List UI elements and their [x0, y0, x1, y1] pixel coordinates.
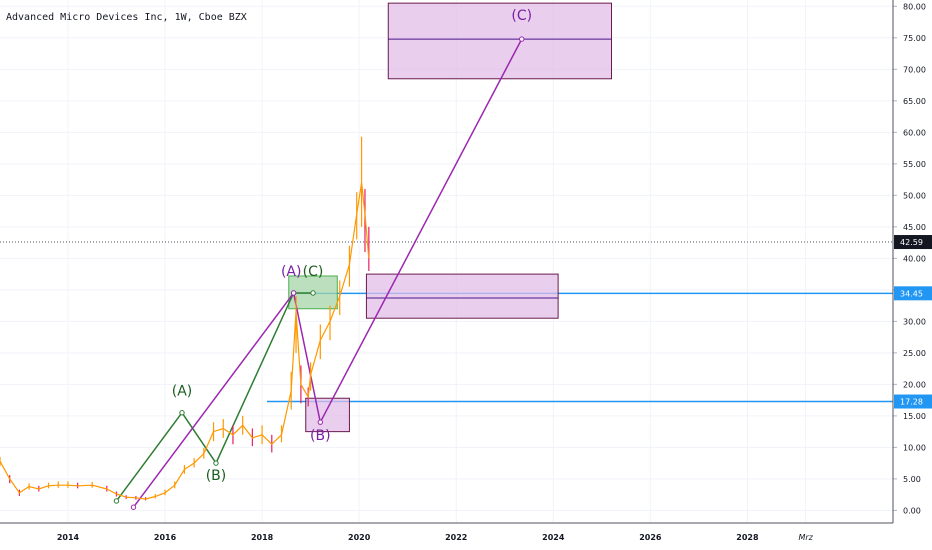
- x-tick-label: Mrz: [798, 533, 813, 542]
- y-tick-label: 75.00: [903, 34, 926, 43]
- y-tick-label: 10.00: [903, 443, 926, 452]
- price-tag-bg: [894, 235, 932, 250]
- x-tick-label: 2026: [639, 533, 662, 542]
- y-tick-label: 40.00: [903, 254, 926, 263]
- price-tag-label: 34.45: [900, 289, 923, 298]
- y-tick-label: 20.00: [903, 380, 926, 389]
- chart-title: Advanced Micro Devices Inc, 1W, Cboe BZX: [6, 12, 247, 23]
- y-tick-label: 5.00: [903, 475, 921, 484]
- wave-point: [179, 410, 185, 416]
- wave-point: [519, 36, 525, 42]
- y-tick-label: 55.00: [903, 160, 926, 169]
- wave-point: [310, 290, 316, 296]
- purple-zone-box: [387, 2, 613, 80]
- wave-point: [113, 498, 120, 504]
- grid: [0, 0, 893, 523]
- price-tag-label: 17.28: [900, 398, 923, 407]
- y-tick-label: 30.00: [903, 317, 926, 326]
- wave-point: [130, 504, 137, 510]
- wave-label: (C): [303, 264, 324, 280]
- y-tick-label: 45.00: [903, 223, 926, 232]
- price-tag-label: 42.59: [900, 238, 923, 247]
- y-tick-label: 65.00: [903, 97, 926, 106]
- x-tick-label: 2020: [348, 533, 371, 542]
- x-tick-label: 2016: [154, 533, 177, 542]
- x-tick-label: 2024: [542, 533, 565, 542]
- y-tick-label: 15.00: [903, 412, 926, 421]
- purple-zone-box: [305, 397, 350, 433]
- x-tick-label: 2022: [445, 533, 467, 542]
- wave-point: [213, 460, 219, 466]
- x-tick-label: 2018: [251, 533, 274, 542]
- y-tick-label: 0.00: [903, 506, 921, 515]
- x-tick-label: 2014: [57, 533, 80, 542]
- wave-label: (B): [310, 428, 331, 444]
- wave-paths[interactable]: [113, 36, 525, 510]
- y-axis[interactable]: 0.005.0010.0015.0020.0025.0030.0035.0040…: [892, 0, 926, 523]
- y-tick-label: 25.00: [903, 349, 926, 358]
- purple-wave-path: [132, 38, 523, 508]
- wave-point: [290, 290, 297, 296]
- y-tick-label: 50.00: [903, 191, 926, 200]
- zone-boxes[interactable]: [288, 2, 613, 433]
- wave-label: (A): [281, 264, 302, 280]
- price-tag-bg: [894, 394, 932, 409]
- wave-point: [317, 419, 324, 425]
- price-line: [0, 182, 370, 500]
- x-axis[interactable]: 2014 2016 2018 2020 2022 2024 2026 2028 Mrz: [0, 522, 893, 542]
- price-tag-bg: [894, 286, 932, 301]
- wave-label: (C): [511, 8, 532, 24]
- wave-label: (B): [206, 468, 227, 484]
- price-series: [0, 136, 370, 501]
- y-tick-label: 70.00: [903, 65, 926, 74]
- price-tags: 42.59 34.45 17.28: [894, 235, 932, 409]
- wave-label: (A): [172, 384, 193, 400]
- purple-zone-box: [365, 273, 559, 319]
- y-tick-label: 60.00: [903, 128, 926, 137]
- wave-labels: (A)(B)(A) (C)(B)(C): [172, 8, 532, 484]
- x-tick-label: 2028: [736, 533, 759, 542]
- y-tick-label: 80.00: [903, 2, 926, 11]
